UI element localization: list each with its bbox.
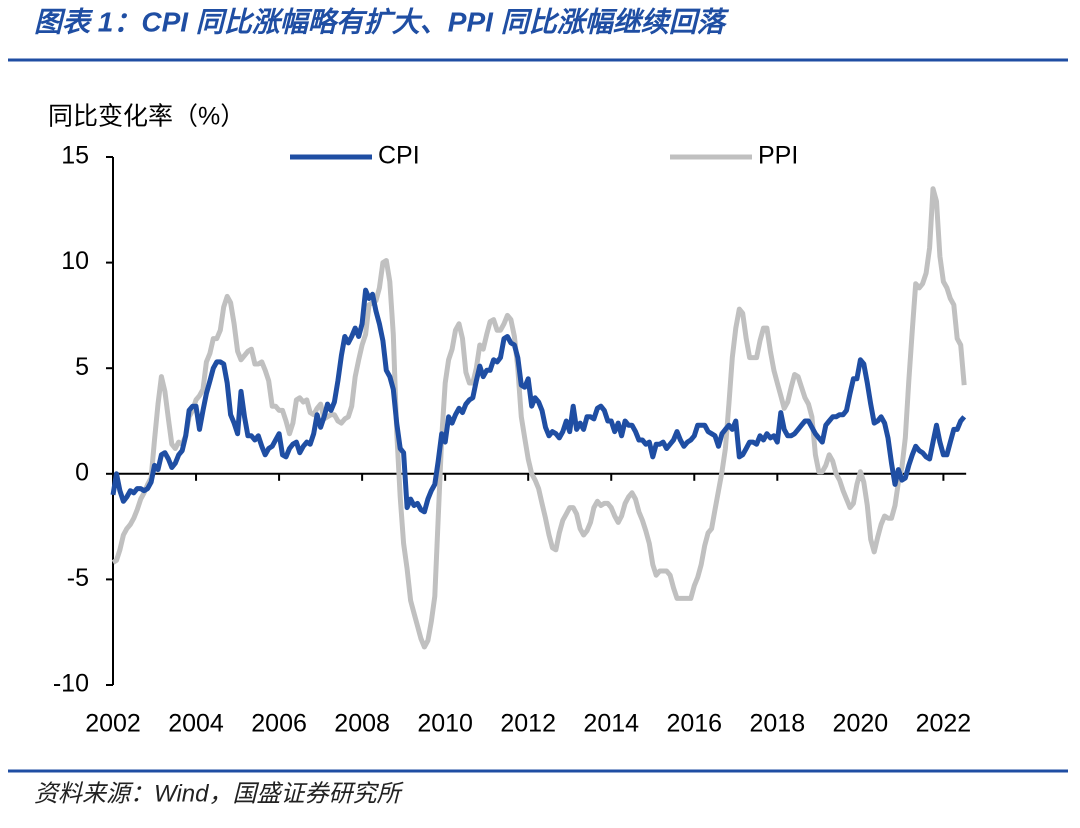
legend-label: CPI	[378, 142, 420, 170]
x-tick-label: 2014	[583, 710, 639, 738]
x-tick-label: 2004	[168, 710, 224, 738]
source-note: 资料来源：Wind，国盛证券研究所	[34, 780, 404, 807]
x-tick-label: 2020	[833, 710, 889, 738]
legend-label: PPI	[758, 142, 798, 170]
x-tick-label: 2022	[916, 710, 972, 738]
y-tick-label: -10	[53, 670, 89, 698]
y-tick-label: 10	[61, 247, 89, 275]
x-tick-label: 2006	[251, 710, 307, 738]
y-tick-label: 15	[61, 142, 89, 170]
x-tick-label: 2010	[417, 710, 473, 738]
y-axis-label: 同比变化率（%）	[48, 103, 245, 131]
x-tick-label: 2016	[666, 710, 722, 738]
x-tick-label: 2012	[500, 710, 556, 738]
x-tick-label: 2002	[85, 710, 141, 738]
series-line	[111, 186, 967, 650]
page-title: 图表 1：CPI 同比涨幅略有扩大、PPI 同比涨幅继续回落	[34, 6, 730, 37]
y-tick-label: 0	[75, 458, 89, 486]
y-tick-label: -5	[67, 564, 89, 592]
y-tick-label: 5	[75, 353, 89, 381]
x-tick-label: 2008	[334, 710, 390, 738]
series-line	[110, 287, 967, 515]
x-tick-label: 2018	[750, 710, 806, 738]
